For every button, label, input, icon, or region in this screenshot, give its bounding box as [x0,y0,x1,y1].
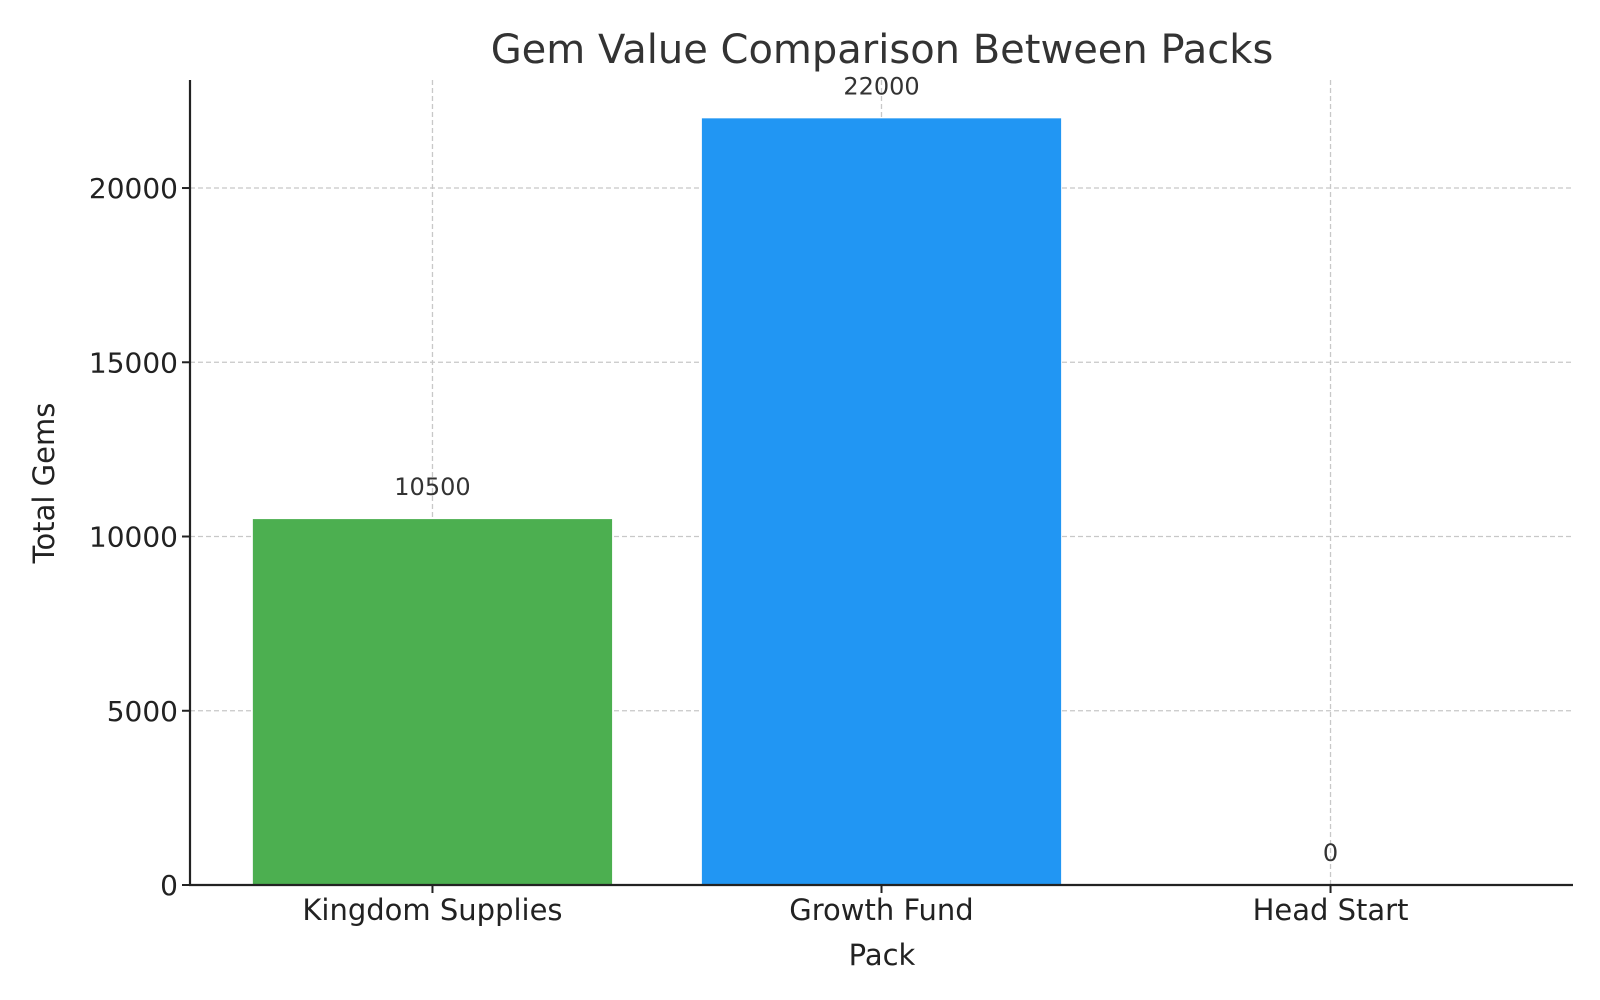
data-label: 22000 [843,72,919,100]
chart-title: Gem Value Comparison Between Packs [491,27,1274,73]
data-label: 0 [1323,839,1338,867]
bar-kingdom-supplies [252,519,613,885]
y-tick-label: 5000 [107,695,178,728]
y-tick-label: 20000 [89,172,178,205]
y-tick-label: 10000 [89,521,178,554]
y-axis-label: Total Gems [27,403,61,565]
x-axis-label: Pack [849,938,916,972]
x-tick-label: Head Start [1253,893,1409,927]
y-tick-label: 0 [160,869,178,902]
x-tick-label: Kingdom Supplies [302,893,562,927]
y-tick-label: 15000 [89,346,178,379]
data-label: 10500 [394,473,470,501]
x-tick-label: Growth Fund [789,893,973,927]
bar-growth-fund [701,118,1062,886]
